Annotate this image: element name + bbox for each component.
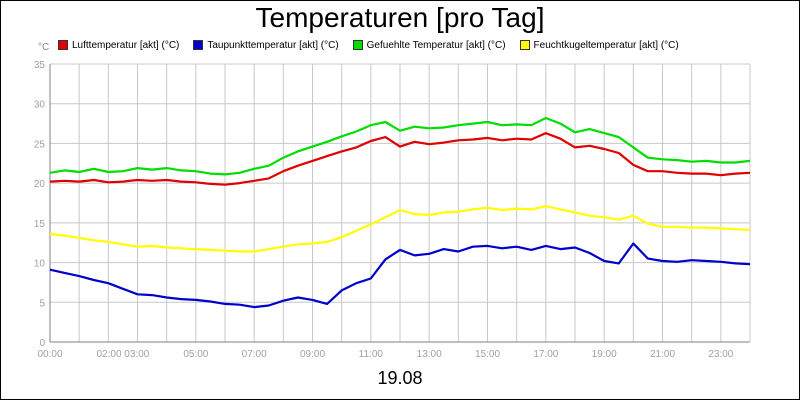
legend-label: Feuchtkugeltemperatur [akt] (°C) — [533, 39, 679, 51]
legend-label: Taupunkttemperatur [akt] (°C) — [207, 39, 339, 51]
y-tick-label: 0 — [39, 338, 45, 349]
legend-swatch-green — [352, 40, 363, 50]
legend-item-lufttemperatur: Lufttemperatur [akt] (°C) — [58, 38, 179, 52]
legend-label: Gefuehlte Temperatur [akt] (°C) — [366, 39, 506, 51]
y-tick-label: 25 — [34, 139, 46, 150]
date-label: 19.08 — [377, 368, 423, 388]
legend-item-taupunkttemperatur: Taupunkttemperatur [akt] (°C) — [193, 38, 339, 52]
series-line-2 — [49, 116, 751, 176]
x-tick-label: 11:00 — [359, 349, 384, 360]
x-tick-label: 17:00 — [533, 349, 558, 360]
x-tick-label: 09:00 — [300, 349, 325, 360]
y-tick-label: 35 — [34, 60, 46, 71]
x-tick-label: 23:00 — [708, 349, 733, 360]
y-tick-label: 10 — [34, 259, 46, 270]
legend-swatch-blue — [193, 40, 204, 50]
x-tick-label: 19:00 — [592, 349, 617, 360]
legend-item-gefuehlte-temperatur: Gefuehlte Temperatur [akt] (°C) — [352, 38, 506, 52]
y-tick-label: 15 — [34, 219, 46, 230]
x-tick-label: 07:00 — [242, 349, 267, 360]
legend: Lufttemperatur [akt] (°C) Taupunkttemper… — [58, 38, 693, 52]
y-tick-label: 30 — [34, 100, 46, 111]
x-tick-label: 00:00 — [37, 349, 62, 360]
y-tick-label: 20 — [34, 179, 46, 190]
series-line-1 — [49, 242, 751, 309]
y-axis-unit-label: °C — [38, 42, 50, 53]
legend-item-feuchtkugeltemperatur: Feuchtkugeltemperatur [akt] (°C) — [519, 38, 679, 52]
legend-swatch-red — [58, 40, 68, 50]
x-tick-label: 02:00 03:00 — [97, 349, 150, 360]
x-tick-label: 15:00 — [475, 349, 500, 360]
series-line-0 — [49, 132, 751, 186]
chart-title: Temperaturen [pro Tag] — [255, 2, 545, 33]
series-line-3 — [49, 205, 751, 253]
x-tick-label: 13:00 — [417, 349, 442, 360]
x-tick-label: 05:00 — [183, 349, 208, 360]
x-tick-label: 21:00 — [650, 349, 675, 360]
legend-label: Lufttemperatur [akt] (°C) — [72, 39, 180, 51]
legend-swatch-yellow — [519, 40, 530, 50]
y-tick-label: 5 — [39, 298, 45, 309]
